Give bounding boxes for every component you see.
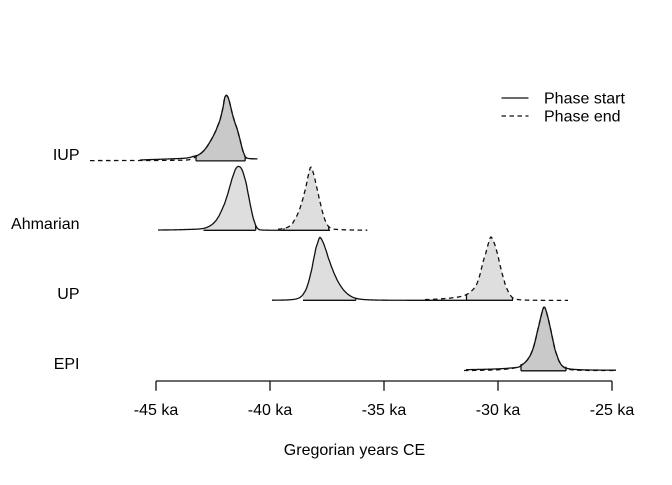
svg-text:Phase end: Phase end (544, 109, 621, 126)
svg-text:Gregorian years CE: Gregorian years CE (284, 442, 425, 459)
svg-text:EPI: EPI (54, 356, 80, 373)
svg-text:-25 ka: -25 ka (590, 402, 635, 419)
svg-text:Ahmarian: Ahmarian (11, 216, 79, 233)
svg-text:IUP: IUP (53, 147, 80, 164)
svg-text:UP: UP (57, 286, 79, 303)
svg-text:-45 ka: -45 ka (134, 402, 179, 419)
svg-text:-40 ka: -40 ka (248, 402, 293, 419)
svg-text:-30 ka: -30 ka (476, 402, 521, 419)
svg-text:Phase start: Phase start (544, 91, 625, 108)
svg-text:-35 ka: -35 ka (362, 402, 407, 419)
